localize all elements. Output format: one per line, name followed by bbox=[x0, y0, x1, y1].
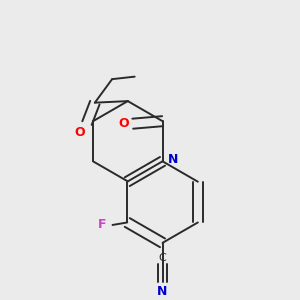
Text: C: C bbox=[159, 253, 167, 263]
Text: O: O bbox=[74, 126, 85, 139]
Text: O: O bbox=[118, 117, 129, 130]
Text: F: F bbox=[98, 218, 107, 232]
Text: N: N bbox=[168, 153, 178, 166]
Text: N: N bbox=[158, 284, 168, 298]
